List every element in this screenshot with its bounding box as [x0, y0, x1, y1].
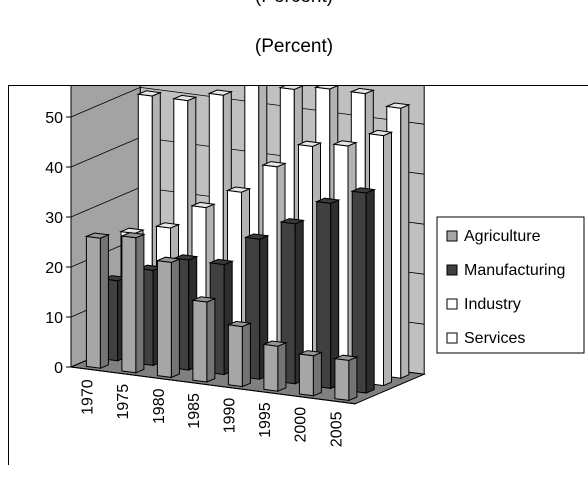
bar-manufacturing-2005 [350, 187, 377, 394]
legend-swatch-industry [446, 298, 458, 310]
bar-side-face [99, 234, 109, 369]
bar-top-face [120, 232, 146, 239]
y-axis: 0102030405060 [45, 86, 72, 377]
x-tick-label: 1995 [257, 402, 274, 438]
bar-front-face [263, 343, 279, 392]
bar-top-face [262, 340, 288, 347]
legend-label-industry: Industry [464, 296, 521, 313]
y-tick-label: 0 [54, 360, 63, 377]
bar-top-face [350, 187, 377, 194]
legend-label-manufacturing: Manufacturing [464, 262, 565, 279]
bar-top-face [154, 222, 181, 229]
x-tick-label: 1985 [186, 393, 203, 429]
bar-top-face [208, 258, 235, 266]
x-tick-label: 1970 [80, 379, 97, 415]
bar-front-face [192, 299, 208, 383]
bar-top-face [349, 87, 376, 95]
bar-agriculture-1980 [155, 256, 182, 379]
bar-front-face [121, 235, 137, 374]
x-tick-label: 2005 [328, 411, 345, 447]
bar-top-face [84, 232, 111, 239]
legend-label-services: Services [464, 330, 525, 347]
y-tick-label: 40 [45, 160, 63, 177]
bar-top-face [332, 140, 358, 147]
y-tick-label: 50 [45, 110, 63, 127]
x-tick-label: 1980 [151, 388, 168, 424]
bar-front-face [156, 260, 172, 378]
bar-front-face [334, 358, 350, 401]
bar-top-face [243, 233, 270, 240]
bar-top-face [171, 94, 198, 102]
bar-top-face [136, 90, 163, 97]
bar-top-face [190, 201, 216, 209]
x-tick-label: 1990 [222, 398, 239, 434]
bar-side-face [170, 258, 180, 379]
chart-area: 0102030405060197019751980198519901995200… [8, 85, 588, 465]
bar-side-face [206, 297, 216, 383]
bar-agriculture-1985 [191, 296, 217, 383]
bar-top-face [261, 161, 287, 168]
bar-side-face [312, 351, 322, 397]
bar-top-face [278, 86, 304, 90]
bar-top-face [384, 102, 411, 109]
x-axis: 1970 1975 1980 1985 1990 1995 2000 2005 [70, 366, 356, 447]
bar-front-face [85, 235, 101, 369]
chart-plot: 0102030405060197019751980198519901995200… [45, 86, 585, 447]
bar-front-face [298, 353, 314, 397]
legend-box [436, 216, 585, 354]
bar-agriculture-1990 [226, 320, 253, 388]
bar-top-face [313, 86, 339, 90]
bar-side-face [365, 188, 375, 394]
bar-agriculture-2000 [297, 350, 324, 397]
chart-subtitle: (Percent) [254, 36, 334, 57]
bar-agriculture-1970 [84, 232, 111, 369]
top-title-fragment: (Percent) [0, 0, 588, 8]
bar-side-face [241, 322, 251, 388]
legend: Agriculture Manufacturing Industry Services [436, 216, 585, 354]
x-axis-line [70, 366, 356, 405]
bar-top-face [226, 320, 253, 328]
y-tick-label: 30 [45, 210, 63, 227]
bar-manufacturing-2000 [314, 197, 341, 390]
bar-side-face [383, 131, 392, 387]
y-tick-label: 10 [45, 310, 63, 327]
bar-top-face [207, 89, 234, 96]
y-tick-label: 20 [45, 260, 63, 277]
bar-top-face [297, 350, 324, 357]
bar-side-face [348, 356, 358, 402]
bar-side-face [135, 233, 145, 374]
bar-top-face [225, 186, 252, 193]
x-tick-label: 1975 [115, 384, 132, 420]
bar-side-face [400, 104, 410, 379]
x-tick-label: 2000 [293, 407, 310, 443]
bar-top-face [314, 197, 341, 204]
bar-agriculture-1975 [120, 232, 146, 374]
bar-side-face [277, 342, 287, 392]
legend-swatch-agriculture [446, 230, 458, 242]
legend-label-agriculture: Agriculture [464, 228, 541, 245]
bar-top-face [279, 218, 306, 225]
bar-agriculture-2005 [333, 354, 359, 402]
bars [84, 86, 411, 402]
bar-top-face [367, 129, 394, 137]
legend-swatch-services [446, 332, 458, 344]
bar-top-face [191, 296, 217, 303]
bar-top-face [155, 256, 182, 263]
bar-top-face [333, 354, 359, 361]
bar-agriculture-1995 [262, 340, 288, 392]
legend-swatch-manufacturing [446, 264, 458, 276]
bar-front-face [227, 324, 243, 388]
bar-top-face [296, 140, 323, 147]
